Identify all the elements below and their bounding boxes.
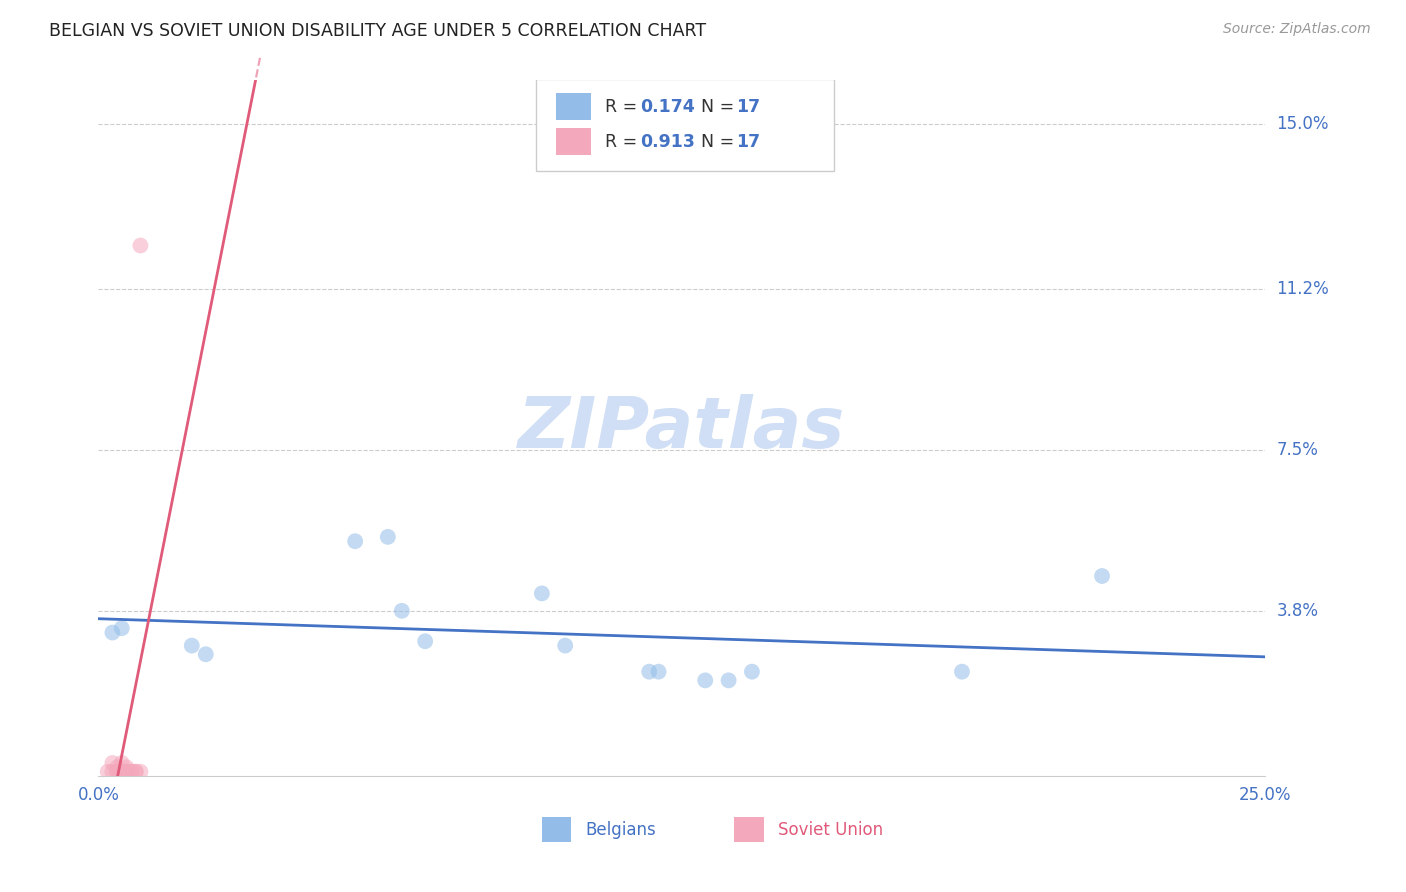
- Point: [120, 764, 142, 779]
- Text: N =: N =: [700, 133, 740, 151]
- Point: [115, 764, 138, 779]
- Text: N =: N =: [700, 98, 740, 116]
- Point: [111, 756, 134, 770]
- Point: [101, 764, 124, 779]
- Point: [129, 238, 152, 252]
- Text: R =: R =: [605, 98, 643, 116]
- Text: 0.913: 0.913: [640, 133, 695, 151]
- Point: [530, 586, 553, 600]
- Text: Belgians: Belgians: [585, 821, 655, 838]
- Point: [97, 764, 120, 779]
- Text: BELGIAN VS SOVIET UNION DISABILITY AGE UNDER 5 CORRELATION CHART: BELGIAN VS SOVIET UNION DISABILITY AGE U…: [49, 22, 706, 40]
- Point: [950, 665, 973, 679]
- Text: 15.0%: 15.0%: [1277, 115, 1329, 133]
- Text: ZIPatlas: ZIPatlas: [519, 393, 845, 463]
- Text: Soviet Union: Soviet Union: [778, 821, 883, 838]
- Point: [105, 760, 128, 774]
- Text: R =: R =: [605, 133, 643, 151]
- Point: [129, 764, 152, 779]
- Point: [194, 648, 217, 662]
- Point: [647, 665, 669, 679]
- Point: [111, 764, 134, 779]
- Text: 17: 17: [735, 98, 759, 116]
- Text: 17: 17: [735, 133, 759, 151]
- Text: 3.8%: 3.8%: [1277, 602, 1319, 620]
- Text: 7.5%: 7.5%: [1277, 441, 1319, 458]
- Point: [1091, 569, 1114, 583]
- FancyBboxPatch shape: [541, 817, 571, 842]
- Point: [344, 534, 367, 549]
- Point: [741, 665, 763, 679]
- Point: [413, 634, 436, 648]
- Text: 0.174: 0.174: [640, 98, 695, 116]
- Point: [105, 764, 128, 779]
- Point: [115, 760, 138, 774]
- FancyBboxPatch shape: [555, 94, 591, 120]
- Point: [105, 764, 128, 779]
- Point: [125, 764, 148, 779]
- FancyBboxPatch shape: [555, 128, 591, 154]
- Text: Source: ZipAtlas.com: Source: ZipAtlas.com: [1223, 22, 1371, 37]
- Point: [638, 665, 661, 679]
- Point: [125, 764, 148, 779]
- Point: [101, 625, 124, 640]
- Point: [120, 764, 142, 779]
- Point: [717, 673, 740, 688]
- Point: [554, 639, 576, 653]
- Point: [377, 530, 399, 544]
- Point: [111, 764, 134, 779]
- Point: [115, 764, 138, 779]
- FancyBboxPatch shape: [536, 78, 834, 170]
- Point: [111, 621, 134, 635]
- Text: 11.2%: 11.2%: [1277, 280, 1329, 298]
- Point: [391, 604, 413, 618]
- FancyBboxPatch shape: [734, 817, 763, 842]
- Point: [695, 673, 717, 688]
- Point: [101, 756, 124, 770]
- Point: [180, 639, 202, 653]
